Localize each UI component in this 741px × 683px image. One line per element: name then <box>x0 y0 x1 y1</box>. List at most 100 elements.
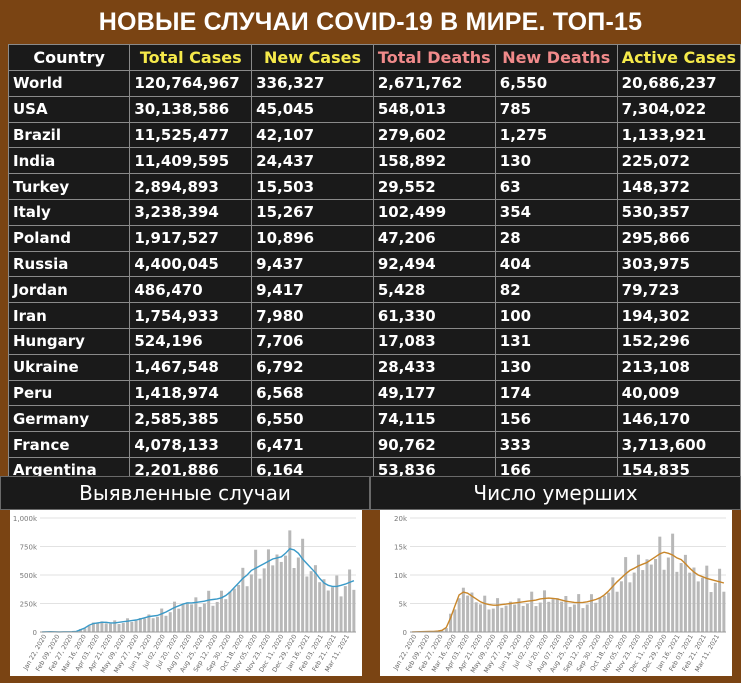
cell-total-deaths: 49,177 <box>372 379 496 407</box>
cell-new-cases: 15,503 <box>251 173 374 200</box>
page-title: НОВЫЕ СЛУЧАИ COVID-19 В МИРЕ. ТОП-15 <box>0 0 741 44</box>
cases-bar <box>190 604 194 632</box>
cases-bar <box>87 625 91 632</box>
cases-bar <box>143 618 147 632</box>
deaths-bar <box>688 572 692 632</box>
deaths-bar <box>701 577 705 632</box>
cases-bar <box>104 623 108 632</box>
cell-new-deaths: 6,550 <box>494 70 618 97</box>
cell-country: Jordan <box>7 276 131 304</box>
cell-active-cases: 79,723 <box>616 276 741 304</box>
covid-table: Country Total Cases New Cases Total Deaths N… <box>7 44 741 484</box>
table-row: Peru 1,418,974 6,568 49,177 174 40,009 <box>7 379 741 407</box>
cases-bar <box>113 620 117 632</box>
cases-bar <box>207 590 211 632</box>
cell-new-deaths: 1,275 <box>494 121 618 149</box>
deaths-bar <box>713 582 717 632</box>
cell-total-cases: 524,196 <box>129 327 253 355</box>
cases-bar <box>232 588 236 632</box>
cases-y-tick-label: 1,000k <box>13 515 38 523</box>
cases-bar <box>271 565 275 632</box>
table-row: Poland 1,917,527 10,896 47,206 28 295,866 <box>7 224 741 252</box>
cases-bar <box>279 561 283 632</box>
table-row: Brazil 11,525,477 42,107 279,602 1,275 1,133,… <box>7 121 741 149</box>
cell-country: Peru <box>7 379 131 407</box>
deaths-bar <box>453 609 457 632</box>
deaths-bar <box>525 603 529 632</box>
cases-bar <box>258 578 262 632</box>
cases-bar <box>202 603 206 632</box>
cell-total-deaths: 29,552 <box>372 173 496 200</box>
cell-new-cases: 6,792 <box>251 353 374 381</box>
cases-bar <box>313 565 317 632</box>
cases-bar <box>215 601 219 632</box>
deaths-bar <box>615 591 619 632</box>
header-total-cases: Total Cases <box>129 44 253 71</box>
cell-active-cases: 213,108 <box>616 353 741 381</box>
cases-bar <box>164 615 168 632</box>
deaths-bar <box>461 587 465 632</box>
deaths-bar <box>598 597 602 632</box>
deaths-bar <box>619 581 623 632</box>
cell-new-cases: 10,896 <box>251 224 374 252</box>
cases-chart-box: 0 250k 500k 750k 1,000k Jan 22, 2020 Feb 09, 2… <box>10 510 362 676</box>
cell-new-cases: 9,417 <box>251 276 374 304</box>
deaths-bar <box>636 554 640 632</box>
header-active-cases: Active Cases <box>616 44 741 71</box>
deaths-bar <box>449 613 453 632</box>
cell-new-deaths: 82 <box>494 276 618 304</box>
cases-bar <box>160 608 164 632</box>
table-header-row: Country Total Cases New Cases Total Deaths N… <box>7 44 741 71</box>
cell-total-cases: 1,917,527 <box>129 224 253 252</box>
cases-bar <box>348 569 352 632</box>
cell-total-cases: 1,418,974 <box>129 379 253 407</box>
cases-bar <box>198 606 202 632</box>
deaths-bar <box>487 609 491 632</box>
cell-new-cases: 6,471 <box>251 431 374 458</box>
deaths-bar <box>504 605 508 632</box>
table-row: Turkey 2,894,893 15,503 29,552 63 148,372 <box>7 173 741 200</box>
cell-active-cases: 148,372 <box>616 173 741 200</box>
deaths-bar <box>496 598 500 632</box>
cell-total-deaths: 90,762 <box>372 431 496 458</box>
deaths-y-tick-label: 15k <box>394 544 408 552</box>
deaths-bar <box>641 570 645 632</box>
deaths-bar <box>564 596 568 632</box>
table-row: USA 30,138,586 45,045 548,013 785 7,304,022 <box>7 95 741 123</box>
deaths-bar <box>585 604 589 632</box>
table-row: World 120,764,967 336,327 2,671,762 6,550 20,… <box>7 70 741 97</box>
deaths-bar <box>624 557 628 632</box>
cases-bar <box>331 587 335 632</box>
cases-bar <box>83 628 87 632</box>
cases-bar <box>262 568 266 632</box>
cell-new-deaths: 100 <box>494 302 618 329</box>
deaths-bar <box>530 591 534 632</box>
cases-bar <box>249 574 253 632</box>
deaths-bar <box>444 628 448 632</box>
deaths-bar <box>658 536 662 632</box>
deaths-bar <box>607 592 611 632</box>
cases-bar <box>126 618 130 632</box>
table-row: France 4,078,133 6,471 90,762 333 3,713,600 <box>7 431 741 458</box>
cell-active-cases: 194,302 <box>616 302 741 329</box>
deaths-y-tick-label: 5k <box>398 601 407 609</box>
cases-y-tick-label: 500k <box>20 572 38 580</box>
cases-bar <box>168 612 172 632</box>
cases-bar <box>322 579 326 632</box>
cell-new-deaths: 333 <box>494 431 618 458</box>
deaths-bar <box>696 581 700 632</box>
cell-country: India <box>7 147 131 175</box>
deaths-y-tick-label: 0 <box>403 629 407 637</box>
cell-country: Poland <box>7 224 131 252</box>
cases-trend-line <box>42 548 355 633</box>
cases-bar <box>96 623 100 632</box>
cases-bar <box>309 571 313 632</box>
deaths-bar <box>491 608 495 632</box>
cases-bar <box>134 620 138 632</box>
deaths-bar <box>466 595 470 632</box>
cell-total-deaths: 28,433 <box>372 353 496 381</box>
cases-bar <box>335 575 339 632</box>
cell-new-cases: 336,327 <box>251 70 374 97</box>
deaths-bar <box>547 601 551 632</box>
cases-bar <box>177 608 181 632</box>
